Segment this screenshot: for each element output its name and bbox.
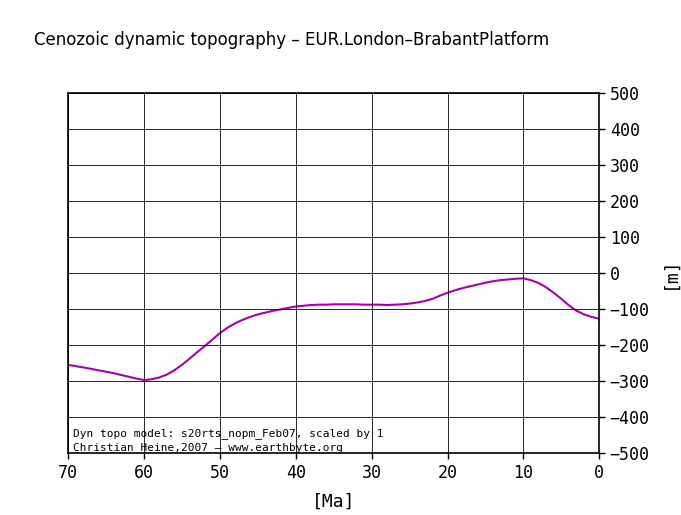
Text: Dyn topo model: s20rts_nopm_Feb07, scaled by 1: Dyn topo model: s20rts_nopm_Feb07, scale… [74,428,384,439]
Y-axis label: [m]: [m] [661,256,679,289]
Text: Cenozoic dynamic topography – EUR.London–BrabantPlatform: Cenozoic dynamic topography – EUR.London… [34,31,550,49]
X-axis label: [Ma]: [Ma] [312,493,355,511]
Text: Christian Heine,2007 – www.earthbyte.org: Christian Heine,2007 – www.earthbyte.org [74,443,343,453]
